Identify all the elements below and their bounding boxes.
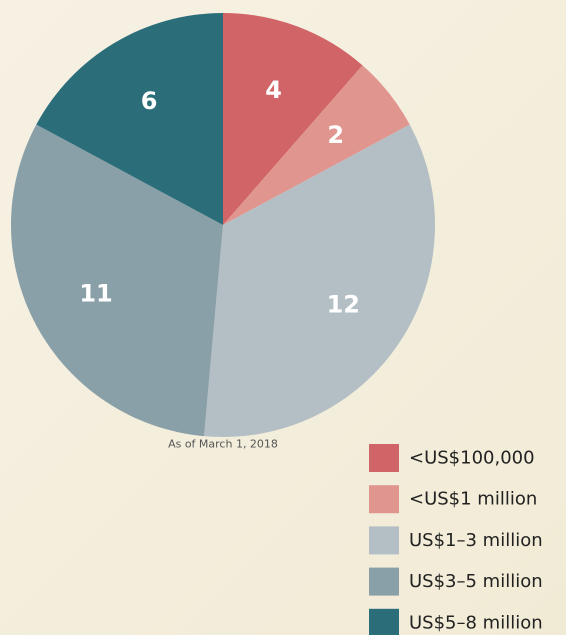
slice-label: 12 (327, 290, 360, 318)
legend-swatch (369, 608, 399, 635)
pie-slice (223, 65, 410, 225)
slice-label: 2 (327, 121, 344, 149)
legend-label: US$1–3 million (409, 530, 543, 551)
pie-slice (10, 124, 224, 437)
legend-label: US$3–5 million (409, 571, 543, 592)
legend-label: <US$100,000 (409, 448, 535, 469)
legend-label: US$5–8 million (409, 612, 543, 633)
legend-swatch (369, 485, 399, 514)
pie-slice (203, 124, 436, 437)
slice-label: 11 (79, 279, 112, 307)
pie-slice (36, 13, 223, 225)
caption: As of March 1, 2018 (168, 438, 278, 451)
pie-slice (223, 13, 363, 225)
slice-label: 6 (141, 87, 158, 115)
slice-label: 4 (265, 76, 282, 104)
legend-label: <US$1 million (409, 489, 537, 510)
legend-swatch (369, 444, 399, 472)
legend-swatch (369, 526, 399, 555)
legend-swatch (369, 567, 399, 596)
